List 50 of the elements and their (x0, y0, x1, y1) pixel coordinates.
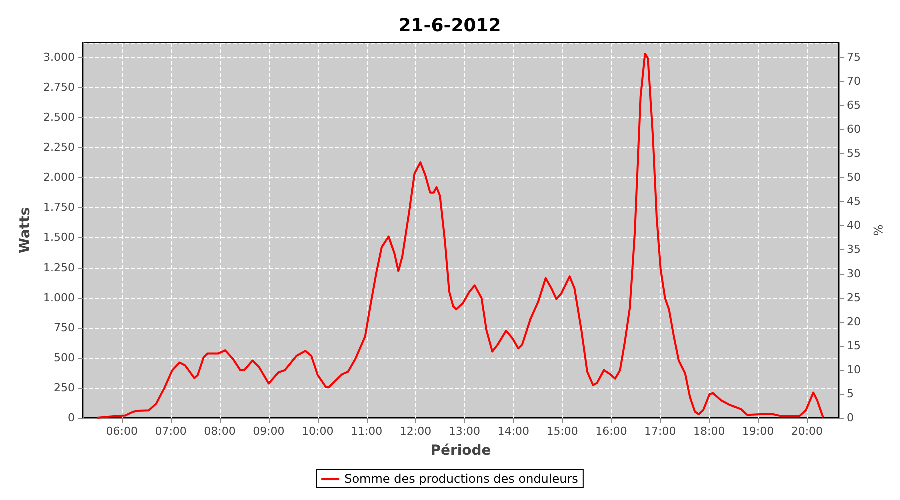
y-tick-label: 2.750 (44, 80, 75, 94)
y2-tick-label: 40 (847, 219, 861, 232)
x-tick-label: 18:00 (693, 425, 726, 438)
y-tick-label: 1.250 (44, 261, 75, 274)
y-tick-label: 1.750 (44, 201, 75, 214)
x-tick-label: 20:00 (791, 425, 824, 438)
y-tick-label: 2.000 (44, 171, 75, 184)
y-tick-label: 3.000 (44, 50, 75, 64)
x-tick-label: 15:00 (546, 425, 578, 438)
x-tick-label: 07:00 (155, 425, 187, 438)
y2-tick-label: 20 (847, 315, 861, 328)
legend-label: Somme des productions des onduleurs (344, 472, 578, 486)
x-tick-label: 08:00 (204, 425, 236, 438)
y-tick-label: 1.000 (44, 291, 75, 304)
y2-tick-label: 25 (847, 291, 861, 304)
y-tick-label: 2.250 (44, 141, 75, 154)
y2-axis-title: % (870, 224, 885, 236)
y2-tick-label: 50 (847, 171, 861, 184)
x-tick-label: 11:00 (350, 425, 383, 438)
y-tick-label: 500 (54, 351, 75, 364)
x-tick-label: 19:00 (742, 425, 774, 438)
chart-title: 21-6-2012 (398, 16, 502, 36)
y2-tick-label: 0 (847, 412, 854, 424)
x-tick-label: 09:00 (253, 425, 285, 438)
y2-tick-label: 65 (847, 99, 861, 112)
y2-tick-label: 55 (847, 147, 861, 160)
y2-tick-label: 10 (847, 363, 861, 376)
y2-tick-label: 75 (847, 50, 861, 64)
x-tick-label: 13:00 (448, 425, 481, 438)
y2-tick-label: 5 (847, 387, 854, 400)
x-tick-label: 12:00 (400, 425, 432, 438)
y-tick-label: 2.500 (44, 111, 75, 124)
y2-tick-label: 60 (847, 123, 861, 136)
x-tick-label: 14:00 (498, 425, 530, 438)
y2-tick-label: 45 (847, 195, 861, 208)
y-tick-label: 1.500 (44, 231, 75, 244)
y-axis-title: Watts (18, 207, 34, 254)
y2-tick-label: 15 (847, 339, 861, 352)
y2-tick-label: 35 (847, 243, 861, 256)
y2-tick-label: 70 (847, 74, 861, 88)
x-tick-label: 16:00 (596, 425, 628, 438)
y-tick-label: 750 (54, 321, 75, 334)
y-tick-label: 0 (68, 412, 75, 424)
y2-tick-label: 30 (847, 267, 861, 280)
x-tick-label: 06:00 (106, 425, 138, 438)
line-series (96, 52, 824, 419)
x-tick-label: 10:00 (302, 425, 334, 438)
y-tick-label: 250 (54, 381, 75, 394)
x-axis-title: Période (430, 443, 492, 459)
x-tick-label: 17:00 (644, 425, 676, 438)
